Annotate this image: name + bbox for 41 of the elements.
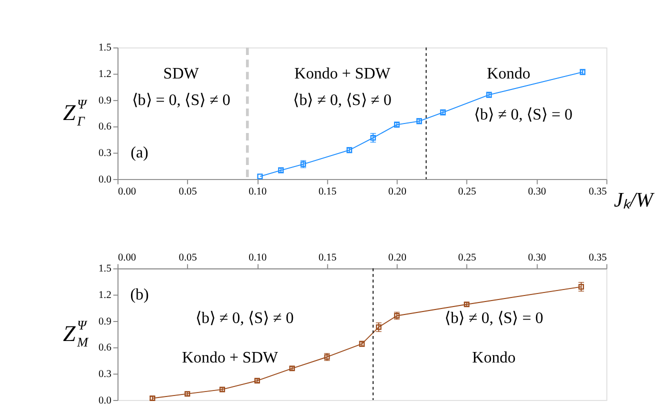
x-tick-label: 0.05 <box>178 252 197 264</box>
y-tick-label: 0.3 <box>98 148 112 160</box>
annotation: ⟨b⟩ ≠ 0, ⟨S⟩ ≠ 0 <box>195 310 294 328</box>
x-tick-label: 0.00 <box>118 252 136 264</box>
y-tick-label: 1.2 <box>98 69 112 80</box>
annotation: ⟨b⟩ = 0, ⟨S⟩ ≠ 0 <box>132 92 230 109</box>
x-tick-label: 0.10 <box>248 252 267 264</box>
x-tick-label: 0.35 <box>588 252 607 264</box>
x-tick-label: 0.10 <box>248 186 267 198</box>
annotation: ⟨b⟩ ≠ 0, ⟨S⟩ ≠ 0 <box>293 92 392 109</box>
annotation: ⟨b⟩ ≠ 0, ⟨S⟩ = 0 <box>444 310 544 328</box>
x-axis-title: Jₖ/W <box>614 189 655 212</box>
y-tick-label: 0.6 <box>98 342 112 354</box>
x-tick-label: 0.30 <box>528 252 546 264</box>
annotation: Kondo + SDW <box>294 65 392 82</box>
y-tick-label: 0.6 <box>98 122 112 133</box>
y-tick-label: 0.0 <box>98 174 112 186</box>
annotation: (a) <box>130 144 148 162</box>
x-tick-label: 0.35 <box>588 186 607 198</box>
y-tick-label: 0.9 <box>98 316 112 328</box>
annotation: SDW <box>163 65 200 82</box>
y-tick-label: 1.5 <box>98 42 112 54</box>
annotation: Kondo <box>486 65 530 82</box>
annotation: (b) <box>130 286 149 304</box>
x-tick-label: 0.00 <box>118 186 136 198</box>
y-tick-label: 0.0 <box>98 395 112 406</box>
x-tick-label: 0.30 <box>528 186 546 198</box>
y-tick-label: 0.3 <box>98 368 112 380</box>
y-tick-label: 1.2 <box>98 290 112 301</box>
x-tick-label: 0.25 <box>458 186 476 198</box>
x-tick-label: 0.05 <box>178 186 197 198</box>
x-tick-label: 0.15 <box>318 186 337 198</box>
y-tick-label: 0.9 <box>98 95 112 106</box>
y-tick-label: 1.5 <box>98 264 112 275</box>
x-tick-label: 0.25 <box>458 252 476 264</box>
annotation: Kondo + SDW <box>182 350 279 367</box>
annotation: ⟨b⟩ ≠ 0, ⟨S⟩ = 0 <box>474 106 573 124</box>
x-tick-label: 0.20 <box>388 186 406 198</box>
annotation: Kondo <box>472 350 516 367</box>
x-tick-label: 0.15 <box>318 252 337 264</box>
x-tick-label: 0.20 <box>388 252 406 264</box>
